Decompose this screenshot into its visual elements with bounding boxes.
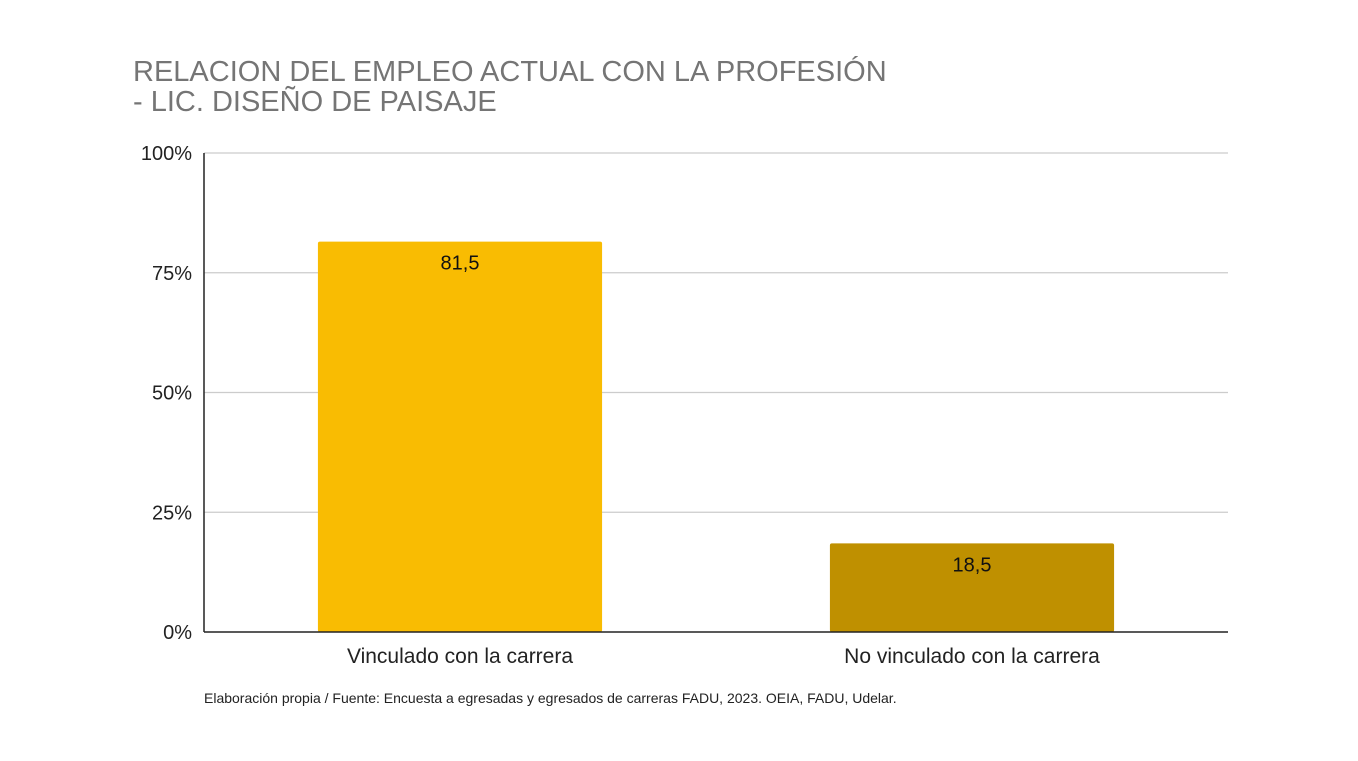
data-labels: 81,5 18,5: [441, 253, 992, 577]
y-tick-label: 75%: [152, 263, 192, 285]
x-category-label: Vinculado con la carrera: [347, 645, 573, 668]
chart-title-line-1: RELACION DEL EMPLEO ACTUAL CON LA PROFES…: [133, 55, 887, 88]
bar-value-label: 81,5: [441, 253, 480, 275]
bar-value-label: 18,5: [953, 554, 992, 576]
bar: [317, 241, 603, 633]
source-note: Elaboración propia / Fuente: Encuesta a …: [204, 690, 897, 706]
y-tick-label: 0%: [163, 622, 192, 644]
bars: [317, 241, 1115, 633]
bar: [829, 543, 1115, 632]
y-tick-label: 100%: [141, 143, 192, 165]
y-tick-label: 25%: [152, 502, 192, 524]
y-tick-label: 50%: [152, 383, 192, 405]
chart-title-line-2: - LIC. DISEÑO DE PAISAJE: [133, 84, 497, 118]
category-labels: Vinculado con la carrera No vinculado con…: [347, 645, 1100, 668]
x-category-label: No vinculado con la carrera: [844, 645, 1100, 668]
y-axis-ticks: 0% 25% 50% 75% 100%: [141, 143, 192, 644]
